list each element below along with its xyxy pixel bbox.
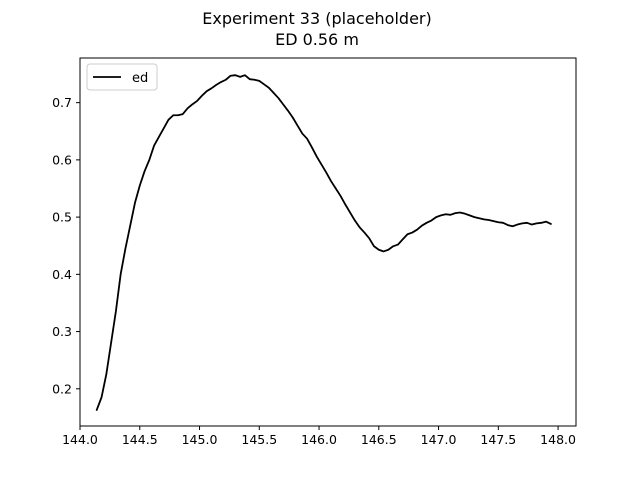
chart-title: Experiment 33 (placeholder) [202, 9, 431, 28]
x-tick-label: 145.5 [241, 432, 277, 447]
plot-area: 144.0 144.5 145.0 145.5 146.0 146.5 147.0 147.5… [52, 57, 577, 447]
axes-frame [79, 57, 577, 427]
legend-box [86, 63, 158, 91]
x-tick-label: 146.5 [361, 432, 397, 447]
legend-label-ed: ed [132, 71, 148, 86]
x-tick-label: 144.5 [122, 432, 158, 447]
series-line-ed [95, 74, 552, 411]
x-tick-label: 148.0 [540, 432, 576, 447]
chart-subtitle: ED 0.56 m [275, 30, 359, 49]
x-tick-label: 144.0 [62, 432, 98, 447]
legend: ed [86, 63, 158, 91]
y-tick-label: 0.7 [52, 95, 72, 110]
y-tick-label: 0.5 [52, 210, 72, 225]
y-tick-label: 0.6 [52, 152, 72, 167]
y-tick-label: 0.4 [52, 267, 72, 282]
x-tick-label: 147.0 [421, 432, 457, 447]
x-tick-label: 145.0 [182, 432, 218, 447]
y-tick-label: 0.2 [52, 381, 72, 396]
x-tick-label: 146.0 [301, 432, 337, 447]
x-tick-label: 147.5 [480, 432, 516, 447]
y-tick-label: 0.3 [52, 324, 72, 339]
